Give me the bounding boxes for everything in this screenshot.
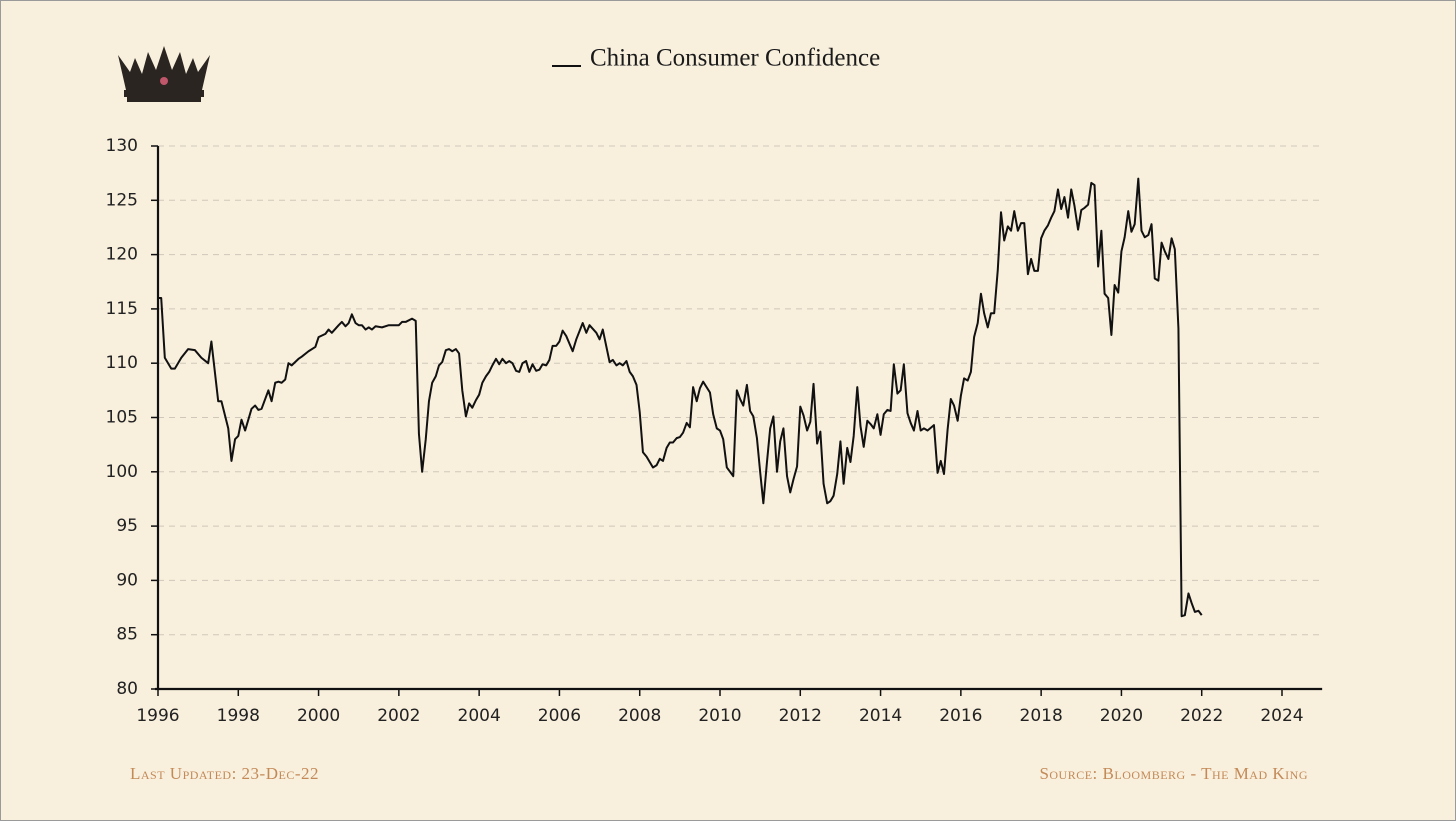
y-tick-label: 105 — [106, 408, 138, 428]
x-tick-label: 1996 — [136, 706, 179, 726]
x-tick-label: 2014 — [859, 706, 902, 726]
series-line — [158, 177, 1203, 618]
x-tick-label: 2010 — [698, 706, 741, 726]
x-tick-label: 2004 — [458, 706, 501, 726]
y-tick-label: 85 — [116, 625, 138, 645]
x-tick-label: 2000 — [297, 706, 340, 726]
y-tick-label: 95 — [116, 516, 138, 536]
x-tick-label: 2018 — [1020, 706, 1063, 726]
footer-left: Last Updated: 23-Dec-22 — [130, 764, 319, 783]
x-tick-label: 2020 — [1100, 706, 1143, 726]
y-tick-label: 90 — [116, 570, 138, 590]
y-tick-label: 130 — [106, 136, 138, 156]
x-tick-label: 2024 — [1260, 706, 1303, 726]
y-tick-label: 80 — [116, 679, 138, 699]
y-tick-label: 125 — [106, 190, 138, 210]
x-tick-label: 2022 — [1180, 706, 1223, 726]
legend-label: China Consumer Confidence — [590, 45, 880, 72]
footer-right: Source: Bloomberg - The Mad King — [1039, 764, 1308, 783]
x-tick-label: 2016 — [939, 706, 982, 726]
x-tick-label: 2008 — [618, 706, 661, 726]
y-tick-label: 100 — [106, 462, 138, 482]
crown-logo — [118, 46, 210, 102]
x-tick-label: 2002 — [377, 706, 420, 726]
x-tick-label: 2012 — [779, 706, 822, 726]
x-tick-label: 1998 — [217, 706, 260, 726]
x-tick-label: 2006 — [538, 706, 581, 726]
y-tick-label: 110 — [106, 353, 138, 373]
y-tick-label: 115 — [106, 299, 138, 319]
y-tick-label: 120 — [106, 245, 138, 265]
